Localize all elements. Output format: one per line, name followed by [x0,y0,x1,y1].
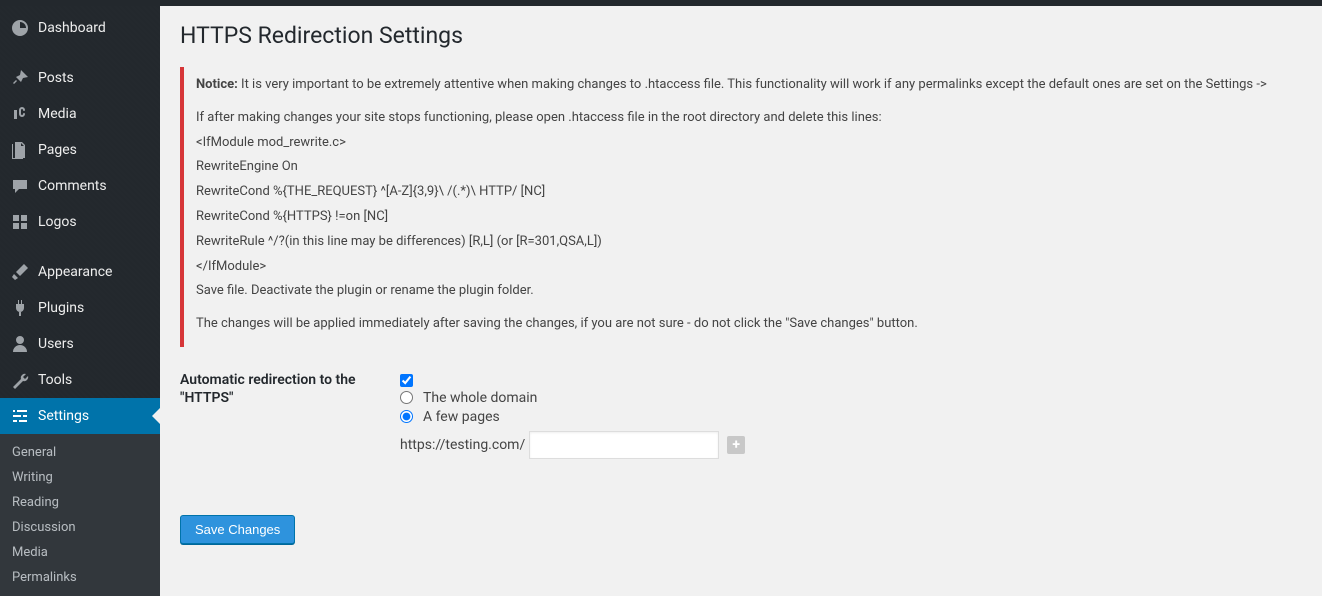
notice-line2: If after making changes your site stops … [196,108,1290,129]
add-url-button[interactable]: + [727,436,745,454]
brush-icon [10,262,30,282]
enable-checkbox[interactable] [400,374,413,387]
plug-icon [10,298,30,318]
sidebar-item-label: Pages [38,142,77,158]
sidebar-item-settings[interactable]: Settings [0,398,160,434]
content-area: HTTPS Redirection Settings Notice: It is… [160,0,1322,580]
radio-few-label: A few pages [423,409,500,425]
pages-icon [10,140,30,160]
user-icon [10,334,30,354]
sidebar-item-label: Media [38,106,77,122]
notice-code1: <IfModule mod_rewrite.c> [196,133,1290,154]
pin-icon [10,68,30,88]
sub-item-general[interactable]: General [0,440,160,465]
sidebar-item-label: Dashboard [38,20,106,36]
notice-strong: Notice: [196,77,238,92]
radio-whole-domain[interactable] [400,391,413,404]
notice-box: Notice: It is very important to be extre… [180,67,1302,347]
sliders-icon [10,406,30,426]
sidebar-item-logos[interactable]: Logos [0,204,160,240]
media-icon [10,104,30,124]
dashboard-icon [10,18,30,38]
sidebar-item-tools[interactable]: Tools [0,362,160,398]
radio-whole-label: The whole domain [423,390,537,406]
sidebar-item-label: Posts [38,70,74,86]
grid-icon [10,212,30,232]
sidebar-item-comments[interactable]: Comments [0,168,160,204]
url-input[interactable] [529,431,719,459]
sidebar-item-label: Logos [38,214,77,230]
notice-line4: The changes will be applied immediately … [196,314,1290,335]
url-prefix: https://testing.com/ [400,437,525,453]
notice-code4: RewriteCond %{HTTPS} !=on [NC] [196,207,1290,228]
notice-code2: RewriteEngine On [196,157,1290,178]
sidebar-item-appearance[interactable]: Appearance [0,254,160,290]
notice-code6: </IfModule> [196,257,1290,278]
submit-row: Save Changes [180,515,1302,544]
notice-code5: RewriteRule ^/?(in this line may be diff… [196,232,1290,253]
sidebar-submenu-settings: General Writing Reading Discussion Media… [0,434,160,596]
admin-sidebar: Dashboard Posts Media Pages Comments Log… [0,0,160,580]
admin-topbar [0,0,1322,6]
sidebar-item-label: Plugins [38,300,84,316]
radio-few-pages[interactable] [400,410,413,423]
sidebar-item-label: Appearance [38,264,112,280]
sidebar-item-label: Comments [38,178,107,194]
form-fields: The whole domain A few pages https://tes… [400,371,1302,459]
sidebar-item-pages[interactable]: Pages [0,132,160,168]
sidebar-item-dashboard[interactable]: Dashboard [0,10,160,46]
notice-code3: RewriteCond %{THE_REQUEST} ^[A-Z]{3,9}\ … [196,182,1290,203]
sidebar-item-posts[interactable]: Posts [0,60,160,96]
sub-item-permalinks[interactable]: Permalinks [0,565,160,590]
sidebar-item-label: Tools [38,372,72,388]
sub-item-reading[interactable]: Reading [0,490,160,515]
save-changes-button[interactable]: Save Changes [180,515,295,544]
sidebar-item-users[interactable]: Users [0,326,160,362]
form-label: Automatic redirection to the "HTTPS" [180,371,400,459]
sidebar-item-plugins[interactable]: Plugins [0,290,160,326]
sub-item-media[interactable]: Media [0,540,160,565]
sidebar-item-label: Settings [38,408,89,424]
comment-icon [10,176,30,196]
notice-line1: It is very important to be extremely att… [238,77,1267,92]
sub-item-writing[interactable]: Writing [0,465,160,490]
form-row-redirect: Automatic redirection to the "HTTPS" The… [180,371,1302,459]
notice-line3: Save file. Deactivate the plugin or rena… [196,281,1290,302]
wrench-icon [10,370,30,390]
page-title: HTTPS Redirection Settings [180,22,1302,49]
sub-item-discussion[interactable]: Discussion [0,515,160,540]
sidebar-item-label: Users [38,336,74,352]
sidebar-item-media[interactable]: Media [0,96,160,132]
